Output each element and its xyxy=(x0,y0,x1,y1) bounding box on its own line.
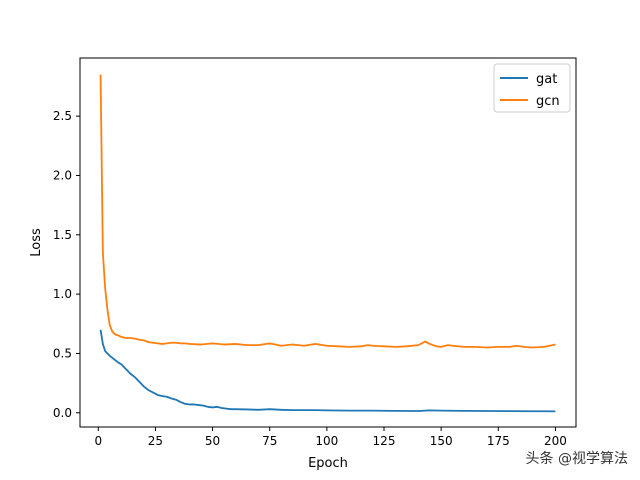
x-tick-label: 125 xyxy=(373,434,396,448)
y-tick-label: 0.0 xyxy=(53,406,72,420)
x-axis-title: Epoch xyxy=(308,456,348,471)
legend-label-gcn: gcn xyxy=(536,94,560,109)
y-axis: 0.0 0.5 1.0 1.5 2.0 2.5 xyxy=(53,109,80,420)
x-tick-label: 175 xyxy=(487,434,510,448)
x-tick-label: 100 xyxy=(315,434,338,448)
series-line-gat xyxy=(99,329,556,413)
x-tick-label: 200 xyxy=(544,434,567,448)
x-tick-label: 25 xyxy=(148,434,163,448)
watermark: 头条 @视学算法 xyxy=(525,451,628,467)
y-tick-label: 2.0 xyxy=(53,168,72,182)
y-axis-title: Loss xyxy=(29,228,44,257)
series-line-gcn xyxy=(99,74,556,349)
legend: gat gcn xyxy=(493,63,571,113)
legend-label-gat: gat xyxy=(536,72,557,87)
x-tick-label: 75 xyxy=(262,434,277,448)
y-tick-label: 2.5 xyxy=(53,109,72,123)
y-tick-label: 0.5 xyxy=(53,346,72,360)
y-tick-label: 1.0 xyxy=(53,287,72,301)
x-tick-label: 0 xyxy=(94,434,102,448)
plot-frame xyxy=(79,57,577,428)
x-tick-label: 150 xyxy=(430,434,453,448)
plot-lines xyxy=(99,74,556,413)
y-tick-label: 1.5 xyxy=(53,228,72,242)
x-tick-label: 50 xyxy=(205,434,220,448)
x-axis: 0 25 50 75 100 125 150 175 200 xyxy=(94,427,567,448)
